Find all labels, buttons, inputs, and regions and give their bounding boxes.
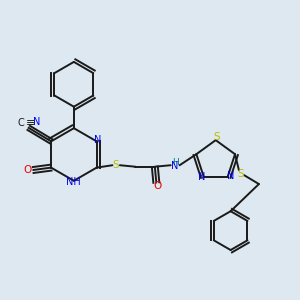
Text: H: H: [172, 158, 179, 167]
Text: N: N: [94, 135, 101, 146]
Text: O: O: [23, 165, 31, 175]
Text: C: C: [18, 118, 25, 128]
Text: NH: NH: [66, 177, 80, 187]
Text: S: S: [214, 133, 220, 142]
Text: N: N: [171, 161, 178, 171]
Text: S: S: [113, 160, 119, 170]
Text: O: O: [153, 181, 161, 191]
Text: S: S: [237, 169, 244, 178]
Text: N: N: [227, 171, 234, 181]
Text: ≡: ≡: [26, 118, 35, 128]
Text: N: N: [198, 172, 205, 182]
Text: N: N: [33, 117, 41, 127]
